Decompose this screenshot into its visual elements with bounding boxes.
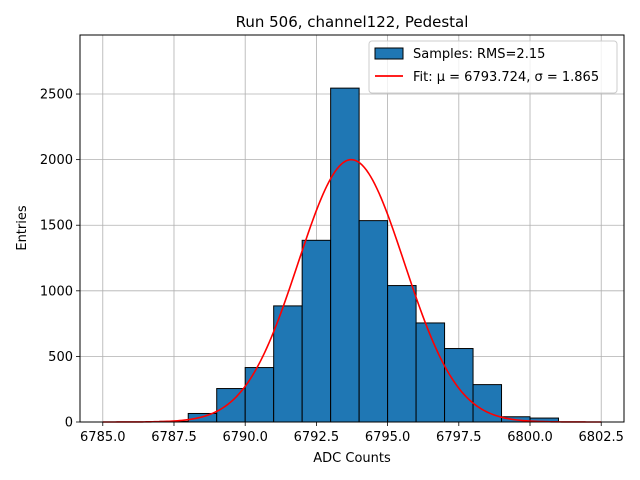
y-axis-ticks: 0 500 1000 1500 2000 2500 [40,88,80,431]
x-axis-label: ADC Counts [313,451,391,466]
histogram-bar [415,322,446,423]
legend-histogram-label: Samples: RMS=2.15 [413,47,545,62]
histogram-bar [187,412,218,423]
x-tick-label: 6790.0 [222,430,268,445]
x-tick-label: 6792.5 [294,430,340,445]
histogram-bar [216,388,246,423]
x-tick-label: 6787.5 [151,430,197,445]
histogram-bar [472,384,503,423]
histogram-bar [358,220,389,423]
histogram-bar [387,285,417,423]
histogram-bar [444,348,474,423]
legend-box [368,40,618,94]
x-tick-label: 6795.0 [365,430,411,445]
y-axis-label: Entries [15,205,30,251]
x-tick-label: 6800.0 [507,430,553,445]
x-tick-label: 6797.5 [436,430,482,445]
y-tick-label: 2500 [40,88,73,103]
legend: Samples: RMS=2.15 Fit: μ = 6793.724, σ =… [368,40,618,94]
y-tick-label: 2000 [40,153,73,168]
chart-title: Run 506, channel122, Pedestal [236,13,469,31]
histogram-bars [159,87,559,423]
x-tick-label: 6785.0 [80,430,126,445]
y-tick-label: 1500 [40,219,73,234]
legend-fit-label: Fit: μ = 6793.724, σ = 1.865 [413,70,599,85]
x-axis-ticks: 6785.0 6787.5 6790.0 6792.5 6795.0 6797.5 6800… [80,422,624,445]
histogram-bar [244,367,275,423]
y-tick-label: 500 [48,350,73,365]
histogram-bar [301,239,332,423]
y-tick-label: 1000 [40,284,73,299]
histogram-bar [330,87,360,423]
x-tick-label: 6802.5 [578,430,624,445]
legend-histogram-swatch [374,47,404,60]
plot-frame [79,34,625,423]
histogram-bar [273,305,303,423]
y-tick-label: 0 [65,416,73,431]
fit-curve [102,158,602,423]
